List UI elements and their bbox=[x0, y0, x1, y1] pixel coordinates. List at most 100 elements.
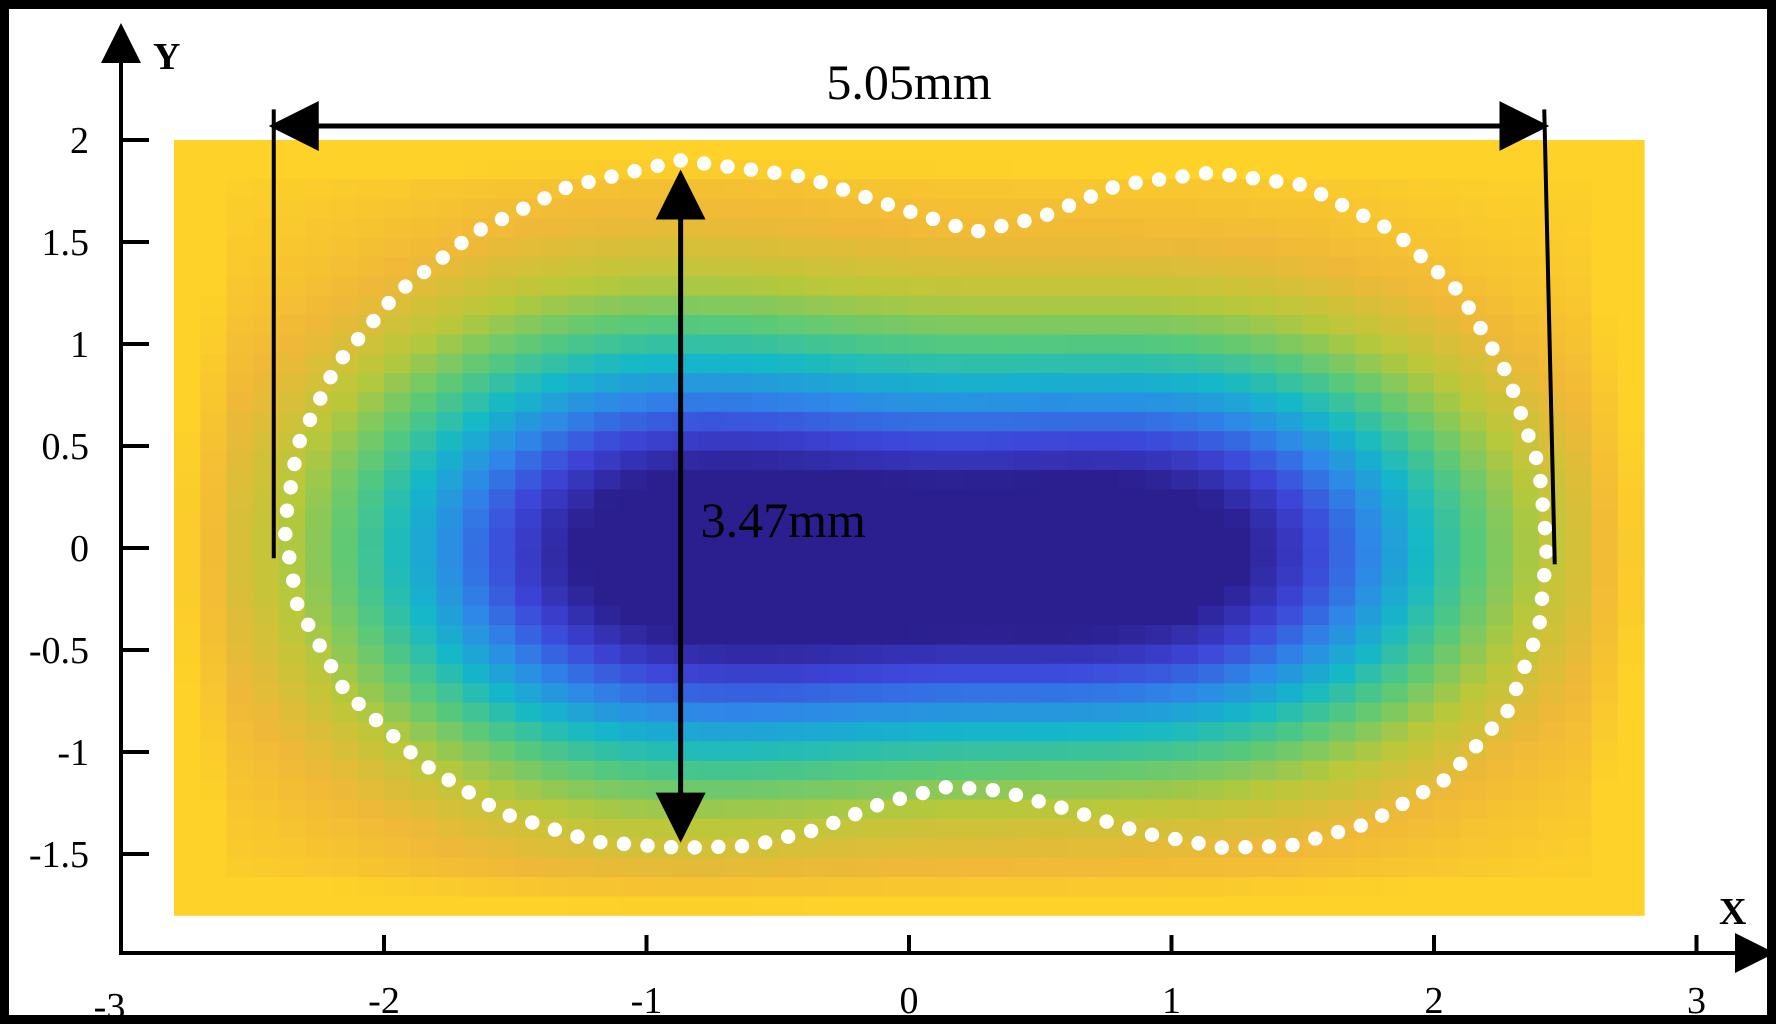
heatmap-cell bbox=[410, 624, 438, 645]
heatmap-cell bbox=[1066, 430, 1094, 451]
boundary-dot bbox=[696, 156, 712, 171]
boundary-dot bbox=[1061, 198, 1077, 213]
heatmap-cell bbox=[856, 663, 884, 684]
heatmap-cell bbox=[200, 818, 228, 839]
heatmap-cell bbox=[1014, 624, 1041, 645]
heatmap-cell bbox=[174, 779, 201, 800]
boundary-dot bbox=[1537, 520, 1553, 536]
heatmap-cell bbox=[935, 353, 963, 374]
heatmap-cell bbox=[620, 527, 648, 548]
heatmap-cell bbox=[1486, 295, 1514, 316]
heatmap-cell bbox=[1145, 450, 1173, 471]
heatmap-cell bbox=[462, 275, 490, 296]
heatmap-cell bbox=[935, 585, 963, 606]
heatmap-cell bbox=[567, 353, 595, 374]
heatmap-cell bbox=[1145, 527, 1173, 548]
heatmap-cell bbox=[1381, 140, 1409, 160]
heatmap-cell bbox=[961, 256, 989, 277]
heatmap-cell bbox=[1119, 198, 1146, 219]
heatmap-cell bbox=[1197, 546, 1225, 567]
heatmap-cell bbox=[1512, 256, 1540, 277]
heatmap-cell bbox=[1040, 624, 1068, 645]
heatmap-cell bbox=[174, 353, 201, 374]
heatmap-cell bbox=[777, 488, 805, 509]
heatmap-cell bbox=[1250, 469, 1278, 490]
heatmap-cell bbox=[305, 895, 333, 916]
boundary-dot bbox=[627, 164, 642, 179]
heatmap-cell bbox=[935, 275, 963, 296]
heatmap-cell bbox=[515, 275, 543, 296]
heatmap-cell bbox=[1565, 198, 1593, 219]
heatmap-cell bbox=[672, 256, 700, 277]
heatmap-cell bbox=[174, 140, 201, 160]
boundary-dot bbox=[286, 573, 301, 588]
heatmap-cell bbox=[699, 585, 726, 606]
heatmap-cell bbox=[1040, 450, 1068, 471]
heatmap-cell bbox=[1040, 333, 1068, 354]
heatmap-cell bbox=[200, 256, 228, 277]
heatmap-cell bbox=[567, 682, 595, 703]
heatmap-cell bbox=[1302, 236, 1330, 257]
heatmap-cell bbox=[777, 857, 805, 878]
heatmap-cell bbox=[594, 295, 621, 316]
heatmap-cell bbox=[1302, 198, 1330, 219]
heatmap-cell bbox=[699, 295, 726, 316]
heatmap-cell bbox=[1407, 624, 1435, 645]
heatmap-cell bbox=[882, 585, 910, 606]
heatmap-cell bbox=[305, 818, 333, 839]
heatmap-cell bbox=[1407, 702, 1435, 722]
heatmap-cell bbox=[279, 721, 306, 742]
heatmap-cell bbox=[410, 372, 438, 393]
heatmap-cell bbox=[909, 295, 936, 316]
heatmap-cell bbox=[1434, 585, 1461, 606]
heatmap-cell bbox=[410, 663, 438, 684]
heatmap-cell bbox=[305, 236, 333, 257]
boundary-dot bbox=[767, 165, 782, 180]
heatmap-cell bbox=[935, 682, 963, 703]
heatmap-cell bbox=[1302, 721, 1330, 742]
heatmap-cell bbox=[620, 411, 648, 432]
x-tick-label: -1 bbox=[631, 980, 663, 1022]
heatmap-cell bbox=[436, 605, 464, 626]
heatmap-cell bbox=[1512, 353, 1540, 374]
heatmap-cell bbox=[935, 333, 963, 354]
heatmap-cell bbox=[1539, 217, 1566, 238]
heatmap-cell bbox=[1434, 643, 1461, 664]
heatmap-cell bbox=[1355, 876, 1383, 897]
heatmap-cell bbox=[1381, 895, 1409, 916]
heatmap-cell bbox=[1119, 430, 1146, 451]
heatmap-cell bbox=[200, 857, 228, 878]
heatmap-cell bbox=[305, 721, 333, 742]
heatmap-cell bbox=[567, 527, 595, 548]
heatmap-cell bbox=[174, 198, 201, 219]
heatmap-cell bbox=[410, 353, 438, 374]
heatmap-cell bbox=[1565, 217, 1593, 238]
heatmap-cell bbox=[1197, 411, 1225, 432]
heatmap-cell bbox=[174, 818, 201, 839]
heatmap-cell bbox=[1197, 236, 1225, 257]
heatmap-cell bbox=[1407, 217, 1435, 238]
boundary-dot bbox=[398, 279, 413, 294]
heatmap-cell bbox=[305, 702, 333, 722]
heatmap-cell bbox=[331, 159, 359, 180]
heatmap-cell bbox=[1565, 236, 1593, 257]
heatmap-cell bbox=[1119, 488, 1146, 509]
heatmap-cell bbox=[331, 760, 359, 781]
heatmap-cell bbox=[1460, 159, 1488, 180]
heatmap-cell bbox=[1066, 391, 1094, 412]
heatmap-cell bbox=[1171, 217, 1199, 238]
heatmap-cell bbox=[594, 721, 621, 742]
heatmap-cell bbox=[830, 546, 858, 567]
boundary-dot bbox=[673, 153, 688, 168]
heatmap-cell bbox=[541, 140, 569, 160]
heatmap-cell bbox=[1276, 857, 1304, 878]
heatmap-cell bbox=[1381, 546, 1409, 567]
heatmap-cell bbox=[1486, 818, 1514, 839]
heatmap-cell bbox=[462, 391, 490, 412]
heatmap-cell bbox=[1539, 295, 1566, 316]
heatmap-cell bbox=[331, 895, 359, 916]
heatmap-cell bbox=[935, 740, 963, 761]
heatmap-cell bbox=[830, 217, 858, 238]
heatmap-cell bbox=[1617, 702, 1645, 722]
heatmap-cell bbox=[200, 798, 228, 819]
